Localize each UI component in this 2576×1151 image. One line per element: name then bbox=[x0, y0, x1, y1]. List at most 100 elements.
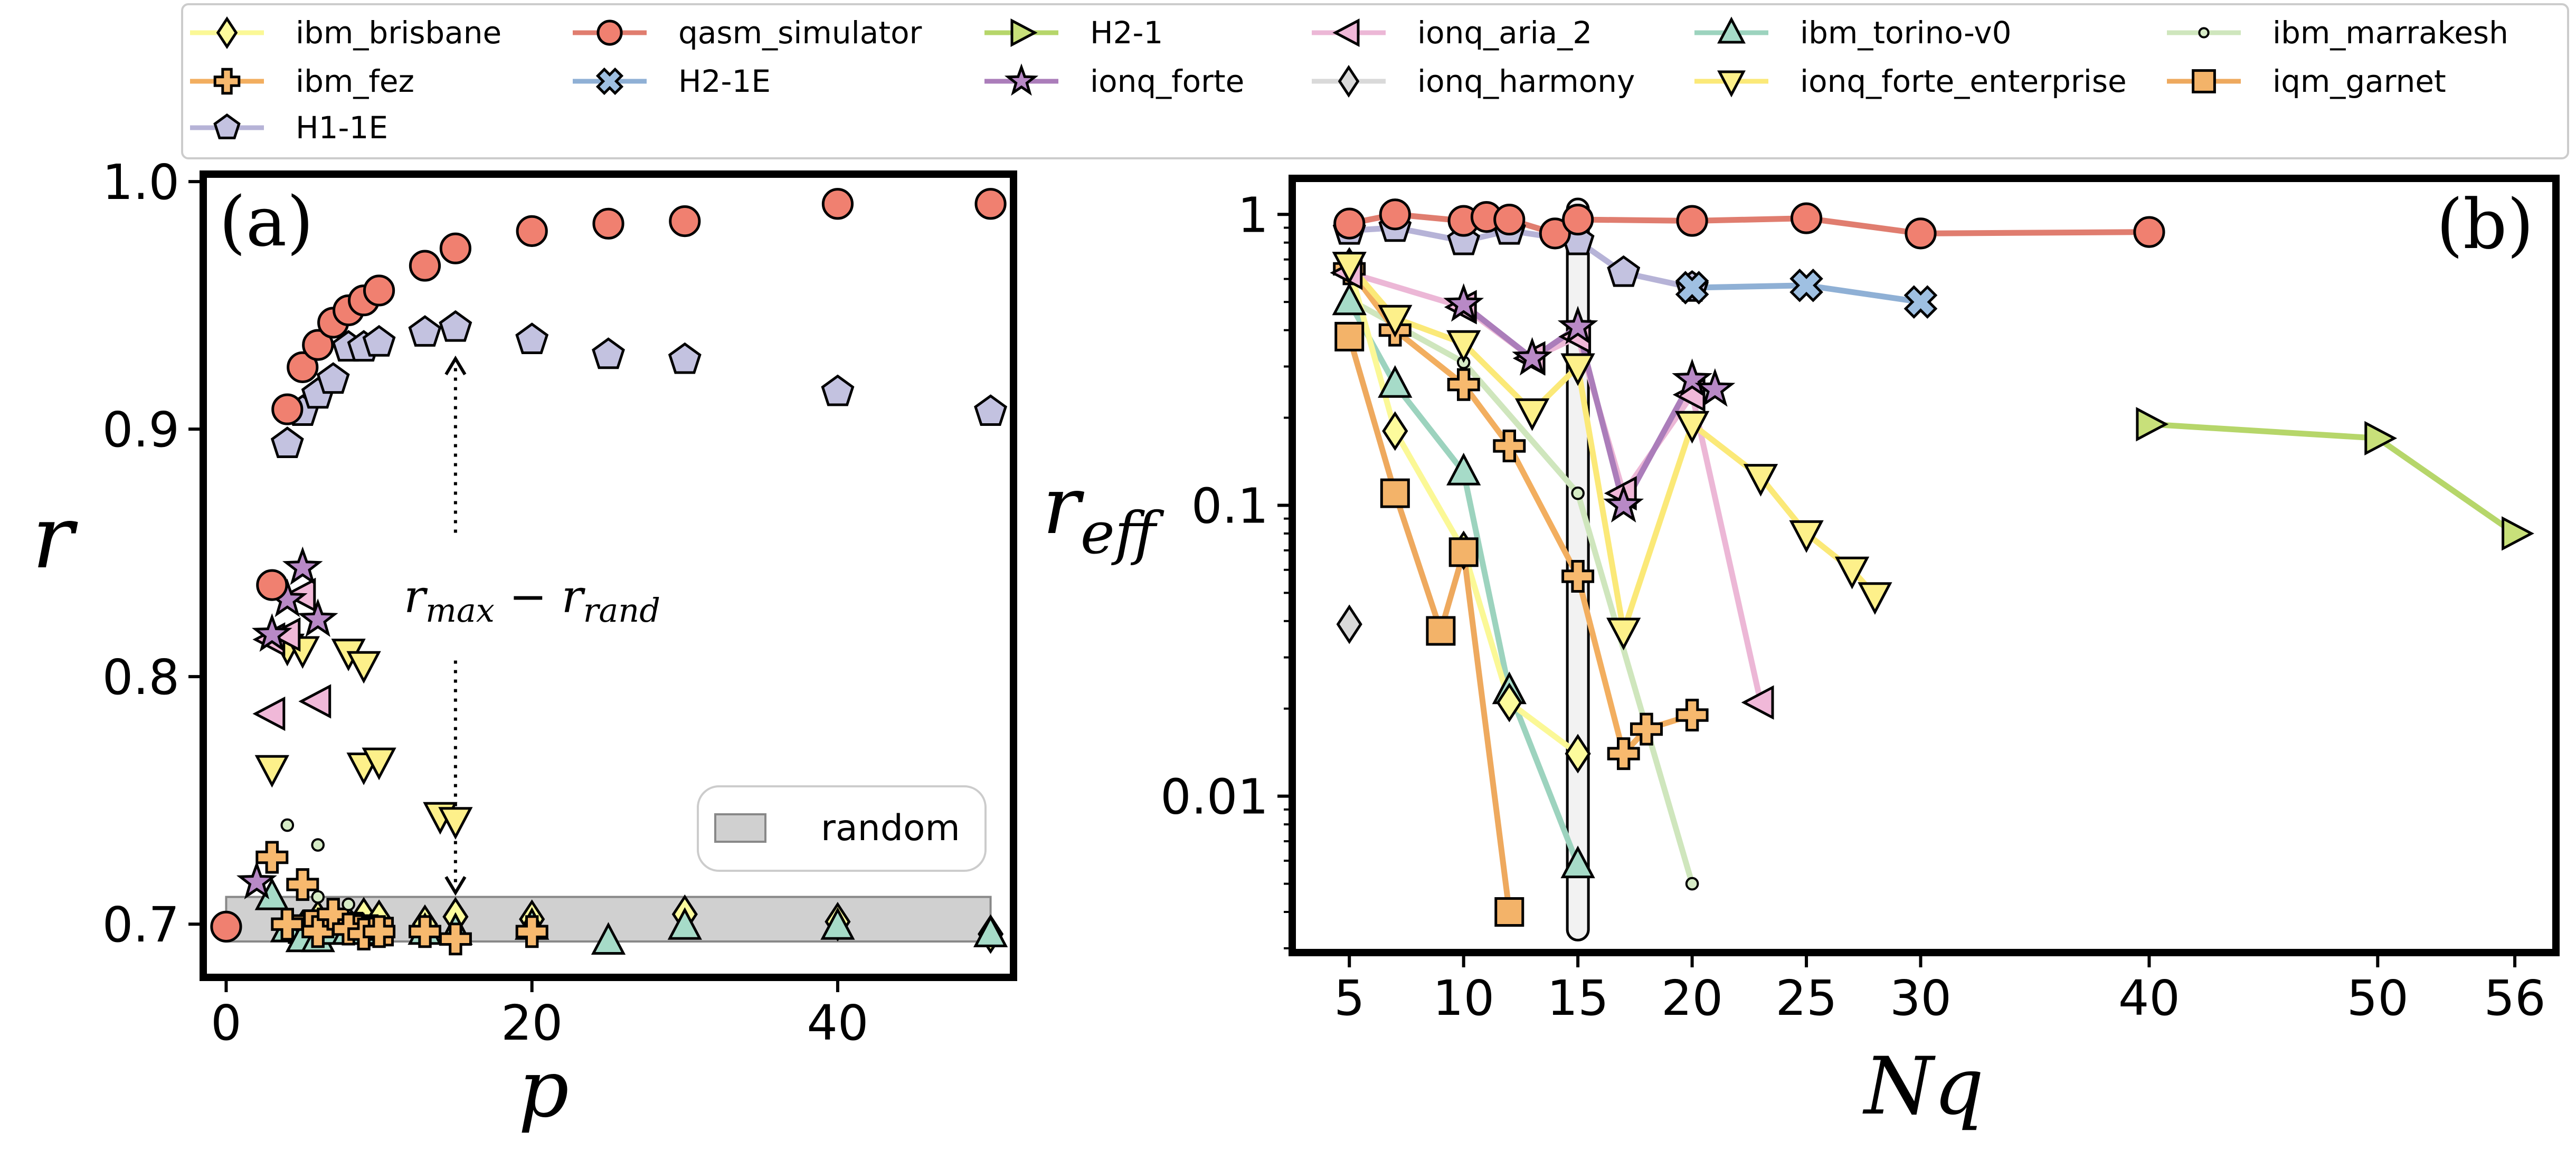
point-ionq_aria_2 bbox=[1741, 685, 1774, 720]
y-axis-label-sub: eff bbox=[1081, 499, 1164, 567]
point-ionq_forte_enterprise bbox=[362, 747, 396, 781]
annotation-part: r bbox=[404, 570, 428, 623]
point-ionq_forte_enterprise bbox=[1560, 353, 1595, 386]
annotation-part: max bbox=[425, 591, 495, 630]
series-b-ionq_harmony bbox=[1336, 604, 1362, 644]
point-qasm_simulator bbox=[1493, 203, 1526, 236]
point-qasm_simulator bbox=[1333, 207, 1366, 240]
y-axis-label-b: reff bbox=[1043, 460, 1164, 567]
legend-item-qasm_simulator: qasm_simulator bbox=[573, 15, 922, 51]
legend-item-H1-1E: H1-1E bbox=[190, 110, 388, 146]
x-tick-label: 20 bbox=[501, 995, 563, 1051]
point-H2-1 bbox=[2364, 421, 2398, 456]
legend-marker-ionq_forte_enterprise bbox=[1717, 70, 1746, 98]
legend-marker-H2-1E bbox=[595, 67, 624, 96]
series-a-ionq_forte_enterprise bbox=[254, 633, 473, 840]
point-ibm_fez bbox=[255, 841, 289, 874]
series-b-ibm_brisbane bbox=[1336, 247, 1591, 774]
legend-item-ionq_forte_enterprise: ionq_forte_enterprise bbox=[1694, 63, 2127, 99]
point-ionq_forte_enterprise bbox=[1332, 252, 1367, 284]
point-H1-1E bbox=[1607, 255, 1641, 287]
point-ionq_forte_enterprise bbox=[346, 651, 381, 684]
point-ibm_fez bbox=[409, 915, 441, 948]
legend-item-ibm_marrakesh: ibm_marrakesh bbox=[2167, 15, 2508, 51]
legend-label: ionq_harmony bbox=[1417, 63, 1635, 99]
point-ionq_forte_enterprise bbox=[1446, 330, 1481, 363]
legend-marker-iqm_garnet bbox=[2192, 69, 2216, 93]
series-b-ionq_forte bbox=[1443, 283, 1736, 523]
point-ibm_marrakesh bbox=[311, 890, 325, 904]
point-H1-1E bbox=[974, 394, 1008, 426]
point-ionq_forte bbox=[1603, 484, 1644, 523]
point-ibm_fez bbox=[1561, 560, 1595, 593]
point-ibm_fez bbox=[363, 915, 396, 948]
point-ionq_forte bbox=[297, 598, 338, 637]
axes-frame-a bbox=[200, 170, 1017, 981]
legend-label: iqm_garnet bbox=[2272, 63, 2446, 99]
legend-marker-ionq_forte bbox=[1004, 63, 1039, 96]
random-legend: random bbox=[697, 785, 987, 872]
legend-marker-H1-1E bbox=[213, 113, 241, 139]
point-ibm_torino-v0 bbox=[667, 907, 702, 940]
point-ibm_marrakesh bbox=[311, 838, 325, 852]
point-qasm_simulator bbox=[256, 569, 288, 601]
x-tick-label: 20 bbox=[1661, 970, 1723, 1026]
point-ionq_forte bbox=[1694, 368, 1736, 407]
point-ibm_marrakesh bbox=[1571, 486, 1585, 500]
legend-item-H2-1E: H2-1E bbox=[573, 63, 771, 99]
point-qasm_simulator bbox=[363, 274, 395, 307]
point-qasm_simulator bbox=[592, 207, 624, 240]
axes-frame-b bbox=[1289, 175, 2560, 956]
point-ionq_forte bbox=[282, 546, 323, 585]
point-ibm_fez bbox=[271, 908, 304, 941]
legend-label: ibm_fez bbox=[296, 63, 414, 99]
point-ionq_forte_enterprise bbox=[1789, 520, 1824, 553]
point-H2-1 bbox=[2502, 516, 2534, 551]
point-qasm_simulator bbox=[1790, 202, 1823, 234]
y-tick-label: 1 bbox=[1237, 187, 1268, 243]
legend-marker-ibm_marrakesh bbox=[2198, 27, 2210, 39]
legend-item-ionq_forte: ionq_forte bbox=[984, 63, 1244, 99]
point-ionq_aria_2 bbox=[252, 696, 286, 731]
point-ibm_brisbane bbox=[1565, 734, 1591, 774]
point-H1-1E bbox=[592, 337, 625, 369]
legend-marker-ibm_fez bbox=[213, 68, 241, 95]
point-H2-1E bbox=[1675, 271, 1709, 305]
point-qasm_simulator bbox=[439, 232, 471, 264]
x-tick-label: 25 bbox=[1776, 970, 1838, 1026]
x-tick-label: 40 bbox=[807, 995, 868, 1051]
point-ionq_forte_enterprise bbox=[1674, 411, 1710, 444]
legend-marker-ibm_torino-v0 bbox=[1717, 16, 1746, 44]
point-ibm_fez bbox=[439, 922, 472, 956]
point-ibm_torino-v0 bbox=[591, 922, 626, 955]
annotation-text: rmax − rrand bbox=[404, 570, 660, 630]
point-H1-1E bbox=[515, 322, 549, 354]
x-axis-label-a: p bbox=[518, 1043, 569, 1135]
point-ionq_forte_enterprise bbox=[254, 755, 289, 788]
legend-item-ibm_fez: ibm_fez bbox=[190, 63, 414, 99]
point-ionq_forte_enterprise bbox=[1514, 398, 1550, 431]
point-ibm_brisbane bbox=[1496, 682, 1522, 722]
point-ibm_fez bbox=[301, 915, 335, 948]
legend: ibm_brisbane qasm_simulator H2-1 ionq_aria_… bbox=[181, 3, 2569, 159]
point-qasm_simulator bbox=[409, 250, 441, 282]
series-b-H2-1E bbox=[1675, 268, 1938, 319]
y-tick-label: 0.7 bbox=[102, 897, 179, 953]
point-qasm_simulator bbox=[669, 205, 701, 237]
point-ionq_forte_enterprise bbox=[1834, 556, 1870, 589]
point-ibm_fez bbox=[1630, 712, 1663, 746]
point-ibm_marrakesh bbox=[1685, 877, 1699, 891]
legend-label: ibm_brisbane bbox=[296, 15, 501, 51]
panel-label-b: (b) bbox=[2436, 184, 2534, 264]
point-ibm_torino-v0 bbox=[1560, 845, 1595, 879]
point-ibm_marrakesh bbox=[280, 818, 295, 832]
point-qasm_simulator bbox=[1379, 198, 1411, 231]
x-tick-label: 10 bbox=[1433, 970, 1494, 1026]
legend-item-iqm_garnet: iqm_garnet bbox=[2167, 63, 2446, 99]
series-b-H2-1 bbox=[2136, 407, 2534, 551]
legend-marker-ionq_harmony bbox=[1338, 65, 1360, 98]
point-iqm_garnet bbox=[1494, 897, 1524, 927]
point-ionq_forte_enterprise bbox=[1378, 305, 1413, 338]
legend-item-H2-1: H2-1 bbox=[984, 15, 1163, 51]
